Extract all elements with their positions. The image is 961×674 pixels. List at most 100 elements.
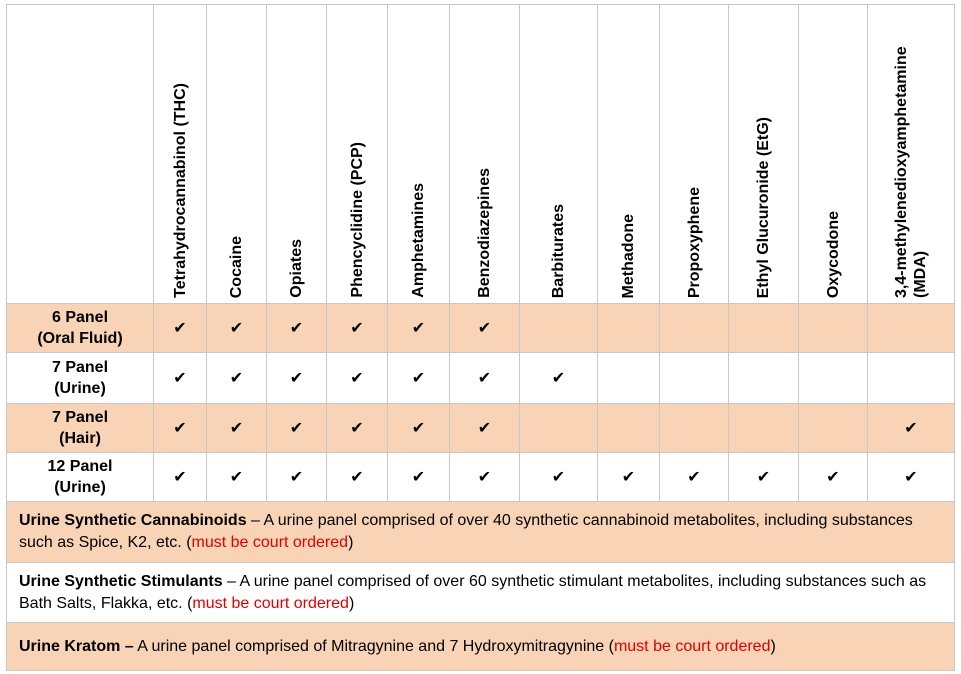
check-cell: ✔	[153, 403, 207, 453]
check-cell	[597, 352, 660, 404]
check-cell: ✔	[206, 303, 267, 353]
checkmark-icon: ✔	[551, 469, 566, 486]
check-cell: ✔	[266, 303, 327, 353]
check-cell: ✔	[153, 452, 207, 502]
checkmark-icon: ✔	[411, 320, 426, 337]
column-header: Ethyl Glucuronide (EtG)	[728, 4, 799, 304]
check-cell	[659, 303, 729, 353]
check-cell: ✔	[798, 452, 868, 502]
check-cell	[798, 352, 868, 404]
drug-panel-table: Tetrahydrocannabinol (THC) Cocaine Opiat…	[6, 4, 955, 671]
description-row: Urine Kratom – A urine panel comprised o…	[6, 622, 955, 671]
court-order-note: must be court ordered	[192, 594, 349, 612]
checkmark-icon: ✔	[173, 420, 187, 437]
panel-label: 12 Panel (Urine)	[6, 452, 154, 502]
description-title: Urine Synthetic Cannabinoids	[19, 512, 247, 529]
description-row: Urine Synthetic Cannabinoids – A urine p…	[6, 501, 955, 563]
check-cell: ✔	[326, 352, 388, 404]
check-cell: ✔	[387, 352, 450, 404]
description-title: Urine Kratom –	[19, 637, 134, 655]
panel-row: 7 Panel (Urine) ✔ ✔ ✔ ✔ ✔ ✔ ✔	[6, 352, 955, 404]
header-row: Tetrahydrocannabinol (THC) Cocaine Opiat…	[6, 4, 955, 304]
checkmark-icon: ✔	[477, 320, 492, 337]
check-cell: ✔	[728, 452, 799, 502]
check-cell	[659, 403, 729, 453]
column-header-label: Amphetamines	[410, 183, 427, 298]
checkmark-icon: ✔	[621, 469, 636, 486]
check-cell	[519, 303, 598, 353]
column-header-label: Phencyclidine (PCP)	[348, 142, 366, 298]
checkmark-icon: ✔	[173, 320, 187, 337]
column-header-label: Propoxyphene	[685, 186, 703, 298]
checkmark-icon: ✔	[350, 469, 364, 486]
check-cell	[798, 403, 868, 453]
check-cell: ✔	[153, 352, 207, 404]
column-header: Methadone	[597, 4, 660, 304]
column-header: 3,4-methylenedioxyamphetamine (MDA)	[867, 4, 955, 304]
check-cell: ✔	[659, 452, 729, 502]
check-cell: ✔	[206, 452, 267, 502]
check-cell: ✔	[597, 452, 660, 502]
checkmark-icon: ✔	[229, 320, 244, 337]
checkmark-icon: ✔	[411, 370, 426, 387]
panel-label: 7 Panel (Urine)	[6, 352, 154, 404]
check-cell: ✔	[449, 303, 520, 353]
checkmark-icon: ✔	[411, 420, 426, 437]
column-header-label: Tetrahydrocannabinol (THC)	[171, 83, 189, 298]
panel-specimen: (Hair)	[59, 430, 101, 447]
check-cell: ✔	[387, 452, 450, 502]
panel-row: 7 Panel (Hair) ✔ ✔ ✔ ✔ ✔ ✔ ✔	[6, 403, 955, 453]
column-header: Propoxyphene	[659, 4, 729, 304]
court-order-note: must be court ordered	[191, 534, 349, 551]
panel-specimen: (Urine)	[54, 479, 106, 496]
check-cell: ✔	[153, 303, 207, 353]
description-title: Urine Synthetic Stimulants	[19, 572, 223, 590]
column-header: Oxycodone	[798, 4, 868, 304]
checkmark-icon: ✔	[229, 469, 244, 486]
check-cell: ✔	[206, 403, 267, 453]
check-cell: ✔	[519, 352, 598, 404]
check-cell: ✔	[387, 403, 450, 453]
check-cell: ✔	[449, 452, 520, 502]
check-cell: ✔	[326, 303, 388, 353]
checkmark-icon: ✔	[173, 370, 187, 387]
checkmark-icon: ✔	[904, 420, 918, 437]
check-cell: ✔	[266, 452, 327, 502]
description-text: A urine panel comprised of Mitragynine a…	[137, 637, 614, 655]
description-close: )	[770, 637, 776, 655]
checkmark-icon: ✔	[229, 370, 244, 387]
panel-row: 12 Panel (Urine) ✔ ✔ ✔ ✔ ✔ ✔ ✔ ✔ ✔ ✔ ✔ ✔	[6, 452, 955, 502]
check-cell: ✔	[206, 352, 267, 404]
checkmark-icon: ✔	[551, 370, 566, 387]
checkmark-icon: ✔	[173, 469, 187, 486]
check-cell	[867, 352, 955, 404]
check-cell: ✔	[266, 352, 327, 404]
check-cell	[867, 303, 955, 353]
description-cell: Urine Synthetic Stimulants – A urine pan…	[6, 562, 955, 623]
description-cell: Urine Synthetic Cannabinoids – A urine p…	[6, 501, 955, 563]
description-row: Urine Synthetic Stimulants – A urine pan…	[6, 562, 955, 623]
checkmark-icon: ✔	[289, 420, 304, 437]
check-cell: ✔	[519, 452, 598, 502]
column-header-label: Benzodiazepines	[476, 168, 493, 298]
panel-label: 6 Panel (Oral Fluid)	[6, 303, 154, 353]
column-header-label: Methadone	[620, 213, 637, 298]
column-header: Barbiturates	[519, 4, 598, 304]
column-header: Opiates	[266, 4, 327, 304]
panel-name: 6 Panel	[51, 309, 109, 326]
court-order-note: must be court ordered	[613, 637, 771, 655]
column-header-label: Opiates	[288, 239, 305, 298]
description-cell: Urine Kratom – A urine panel comprised o…	[6, 622, 955, 671]
check-cell	[798, 303, 868, 353]
checkmark-icon: ✔	[826, 469, 840, 486]
panel-row: 6 Panel (Oral Fluid) ✔ ✔ ✔ ✔ ✔ ✔	[6, 303, 955, 353]
checkmark-icon: ✔	[229, 420, 244, 437]
panel-name: 7 Panel	[51, 409, 109, 426]
description-separator: –	[246, 512, 264, 529]
checkmark-icon: ✔	[411, 469, 426, 486]
description-close: )	[348, 534, 354, 551]
column-header-label: 3,4-methylenedioxyamphetamine (MDA)	[893, 46, 929, 298]
panel-name: 12 Panel	[47, 458, 113, 475]
panel-specimen: (Urine)	[54, 380, 106, 397]
check-cell: ✔	[867, 403, 955, 453]
